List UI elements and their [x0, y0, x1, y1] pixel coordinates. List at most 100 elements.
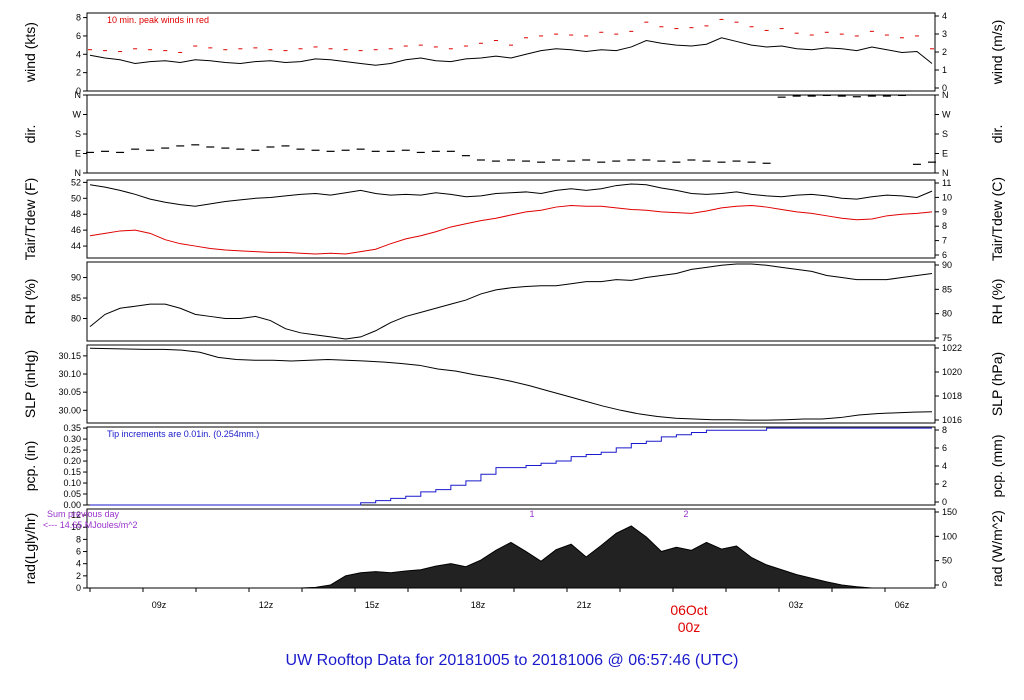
- left-tick-label: 0.30: [63, 434, 81, 444]
- left-tick-label: 10: [71, 522, 81, 532]
- right-tick-label: 1: [942, 65, 947, 75]
- left-tick-label: 8: [76, 13, 81, 23]
- left-tick-label: 90: [71, 273, 81, 283]
- right-tick-label: S: [942, 129, 948, 139]
- left-tick-label: 85: [71, 293, 81, 303]
- right-tick-label: W: [942, 110, 951, 120]
- left-tick-label: 0.05: [63, 489, 81, 499]
- right-tick-label: 4: [942, 11, 947, 21]
- left-tick-label: 0: [76, 583, 81, 593]
- series-line: [89, 347, 933, 421]
- x-tick-label: 18z: [471, 600, 486, 610]
- left-axis-label: Tair/Tdew (F): [22, 178, 38, 260]
- series-line: [89, 183, 933, 207]
- x-tick-label: 06z: [895, 600, 910, 610]
- left-tick-label: 30.05: [58, 387, 81, 397]
- left-tick-label: 0.00: [63, 500, 81, 510]
- left-tick-label: 0.25: [63, 445, 81, 455]
- left-tick-label: 30.10: [58, 369, 81, 379]
- x-tick-label: 15z: [365, 600, 380, 610]
- left-tick-label: 0.35: [63, 423, 81, 433]
- right-tick-label: 1018: [942, 391, 962, 401]
- left-tick-label: 0: [76, 86, 81, 96]
- left-tick-label: 12: [71, 510, 81, 520]
- right-tick-label: 1020: [942, 367, 962, 377]
- left-axis-label: rad(Lgly/hr): [22, 513, 38, 585]
- rad-marker: 2: [683, 509, 688, 519]
- right-tick-label: 80: [942, 309, 952, 319]
- right-tick-label: 150: [942, 507, 957, 517]
- left-tick-label: 80: [71, 313, 81, 323]
- x-tick-label: 03z: [789, 600, 804, 610]
- time-axis: 09z 12z 15z 18z 21z 03z 06z: [89, 588, 910, 610]
- x-tick-label: 09z: [152, 600, 167, 610]
- series-line: [89, 204, 933, 255]
- left-tick-label: 0.20: [63, 456, 81, 466]
- panel-3: 80 85 90 75 80 85 90 RH (%) RH (%): [22, 260, 1005, 343]
- left-tick-label: 52: [71, 177, 81, 187]
- right-axis-label: SLP (hPa): [989, 352, 1005, 416]
- radiation-area: [90, 525, 932, 589]
- right-tick-label: 2: [942, 479, 947, 489]
- right-tick-label: 85: [942, 284, 952, 294]
- left-tick-label: 0.15: [63, 467, 81, 477]
- series-line: [89, 37, 933, 66]
- panel-annotation: 10 min. peak winds in red: [107, 15, 209, 25]
- left-tick-label: S: [75, 129, 81, 139]
- panel-2: 44 46 48 50 52 6 7 8 9 10 11 Tair/Tdew (F) Tair/Tdew…: [22, 177, 1005, 261]
- left-axis-label: dir.: [22, 125, 38, 144]
- panel-6: 0 2 4 6 8 10 12 0 50 100 150 rad(Lgly/hr) rad (W/m^2…: [22, 507, 1005, 593]
- right-tick-label: 0: [942, 497, 947, 507]
- right-tick-label: N: [942, 90, 949, 100]
- rad-annotation-1: Sum previous day: [47, 509, 120, 519]
- right-axis-label: pcp. (mm): [989, 435, 1005, 498]
- left-tick-label: 2: [76, 571, 81, 581]
- right-axis-label: dir.: [989, 125, 1005, 144]
- panel-frame: [86, 94, 936, 174]
- right-axis-label: Tair/Tdew (C): [989, 177, 1005, 261]
- left-axis-label: RH (%): [22, 279, 38, 325]
- right-tick-label: N: [942, 168, 949, 178]
- right-tick-label: 90: [942, 260, 952, 270]
- right-tick-label: 50: [942, 556, 952, 566]
- footer-title: UW Rooftop Data for 20181005 to 20181006…: [286, 652, 739, 669]
- left-axis-label: wind (kts): [22, 22, 38, 83]
- precip-line: [90, 427, 932, 506]
- right-tick-label: 100: [942, 531, 957, 541]
- series-line: [89, 263, 933, 340]
- panel-0: 0 2 4 6 8 0 1 2 3 4 wind (kts) wind (m/s) 10 min. pe…: [22, 11, 1005, 96]
- left-tick-label: 4: [76, 559, 81, 569]
- left-tick-label: 30.00: [58, 405, 81, 415]
- left-axis-label: pcp. (in): [22, 441, 38, 492]
- left-tick-label: N: [75, 168, 82, 178]
- left-tick-label: 8: [76, 534, 81, 544]
- panel-annotation: Tip increments are 0.01in. (0.254mm.): [107, 429, 259, 439]
- right-axis-label: RH (%): [989, 279, 1005, 325]
- x-tick-label: 12z: [259, 600, 274, 610]
- left-tick-label: 0.10: [63, 478, 81, 488]
- left-tick-label: 44: [71, 241, 81, 251]
- left-axis-label: SLP (inHg): [22, 350, 38, 418]
- date-label-top: 06Oct: [670, 602, 707, 618]
- right-tick-label: 6: [942, 250, 947, 260]
- left-tick-label: 6: [76, 547, 81, 557]
- right-tick-label: 0: [942, 580, 947, 590]
- right-tick-label: 8: [942, 425, 947, 435]
- right-axis-label: wind (m/s): [989, 20, 1005, 86]
- right-tick-label: 8: [942, 221, 947, 231]
- date-label-bottom: 00z: [678, 619, 701, 635]
- panel-5: 0.000.050.100.150.200.250.300.35 0 2 4 6 8 pcp…: [22, 423, 1005, 510]
- right-tick-label: 7: [942, 236, 947, 246]
- panel-4: 30.00 30.05 30.10 30.15 1016 1018 1020 1022 SLP …: [22, 343, 1005, 425]
- left-tick-label: 48: [71, 209, 81, 219]
- left-tick-label: N: [75, 90, 82, 100]
- right-axis-label: rad (W/m^2): [989, 510, 1005, 587]
- right-tick-label: E: [942, 149, 948, 159]
- panel-frame: [86, 261, 936, 342]
- right-tick-label: 75: [942, 333, 952, 343]
- right-tick-label: 6: [942, 443, 947, 453]
- right-tick-label: 3: [942, 29, 947, 39]
- panel-frame: [86, 179, 936, 259]
